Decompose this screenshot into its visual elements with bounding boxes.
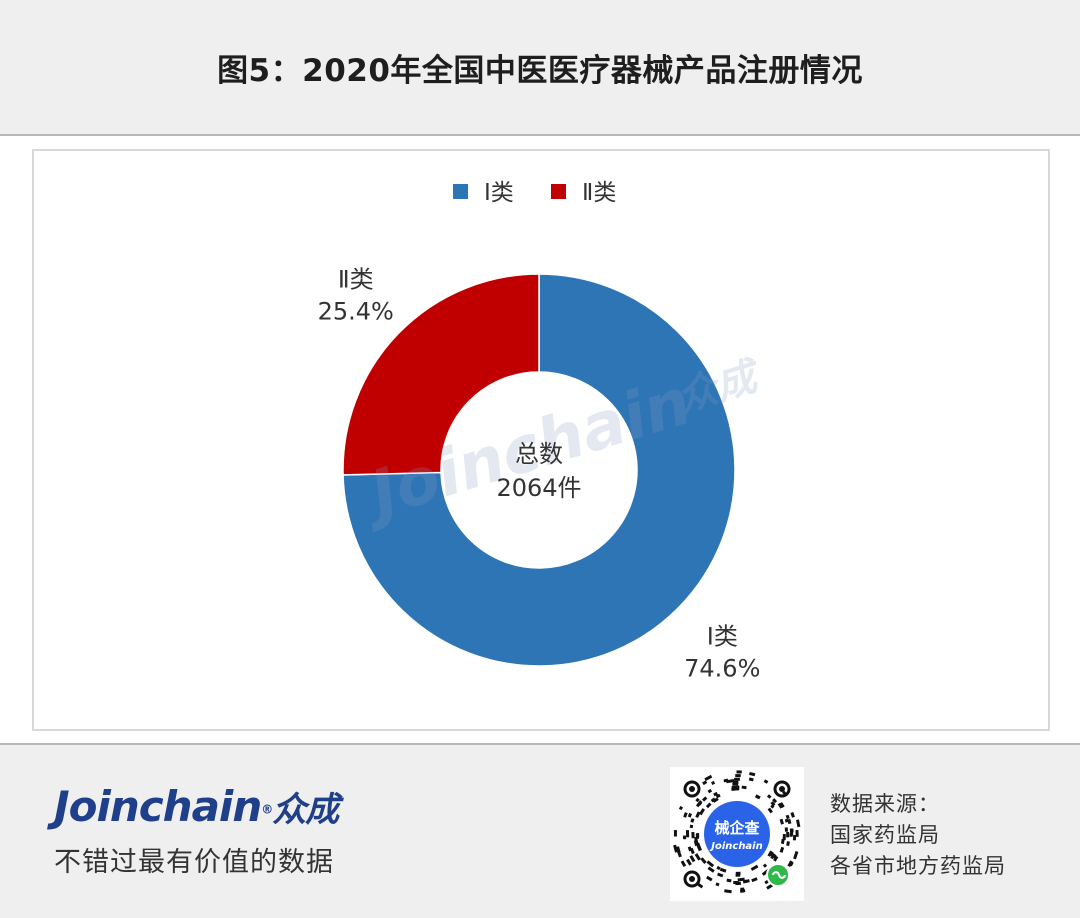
slice-labels: Ⅰ类 74.6% Ⅱ类 25.4%: [318, 265, 761, 682]
brand-logo: Joinchain®众成: [54, 782, 339, 832]
chart-title: 图5：2020年全国中医医疗器械产品注册情况: [217, 52, 863, 89]
source-line: 各省市地方药监局: [830, 854, 1006, 878]
svg-text:械企查: 械企查: [714, 819, 760, 837]
brand-logo-text: Joinchain: [54, 782, 262, 831]
legend: Ⅰ类 Ⅱ类: [453, 180, 616, 206]
center-label-line: 总数: [515, 440, 563, 468]
brand-logo-cn: 众成: [272, 790, 339, 830]
legend-swatch: [551, 184, 566, 199]
source-title: 数据来源：: [830, 792, 940, 816]
donut-slice-1: [342, 273, 736, 667]
brand-slogan: 不错过最有价值的数据: [54, 847, 334, 878]
chart-area: Ⅰ类 Ⅱ类 Joinchain 众成 Ⅰ类 74.6% Ⅱ类 25.4% 总数 2064件: [0, 136, 1080, 743]
title-bar: 图5：2020年全国中医医疗器械产品注册情况: [0, 0, 1080, 136]
svg-text:Joinchain: Joinchain: [709, 841, 762, 852]
center-label: 总数 2064件: [496, 440, 581, 502]
center-label-line: 2064件: [496, 474, 581, 502]
legend-label: Ⅱ类: [582, 180, 616, 206]
brand: Joinchain®众成 不错过最有价值的数据: [54, 782, 339, 879]
slice-label-value: 25.4%: [318, 297, 394, 325]
legend-label: Ⅰ类: [484, 180, 514, 206]
donut-slices: [342, 273, 736, 667]
registered-mark: ®: [261, 802, 273, 817]
legend-swatch: [453, 184, 468, 199]
data-source: 数据来源： 国家药监局 各省市地方药监局: [830, 789, 1006, 882]
source-line: 国家药监局: [830, 823, 940, 847]
slice-label-name: Ⅰ类: [707, 623, 738, 651]
footer: Joinchain®众成 不错过最有价值的数据 械企查 Joinchain 数据…: [0, 743, 1080, 918]
slice-label-value: 74.6%: [684, 655, 760, 683]
qr-code-icon[interactable]: 械企查 Joinchain: [670, 767, 804, 901]
slice-label-name: Ⅱ类: [338, 265, 374, 293]
donut-slice-2: [342, 273, 540, 476]
